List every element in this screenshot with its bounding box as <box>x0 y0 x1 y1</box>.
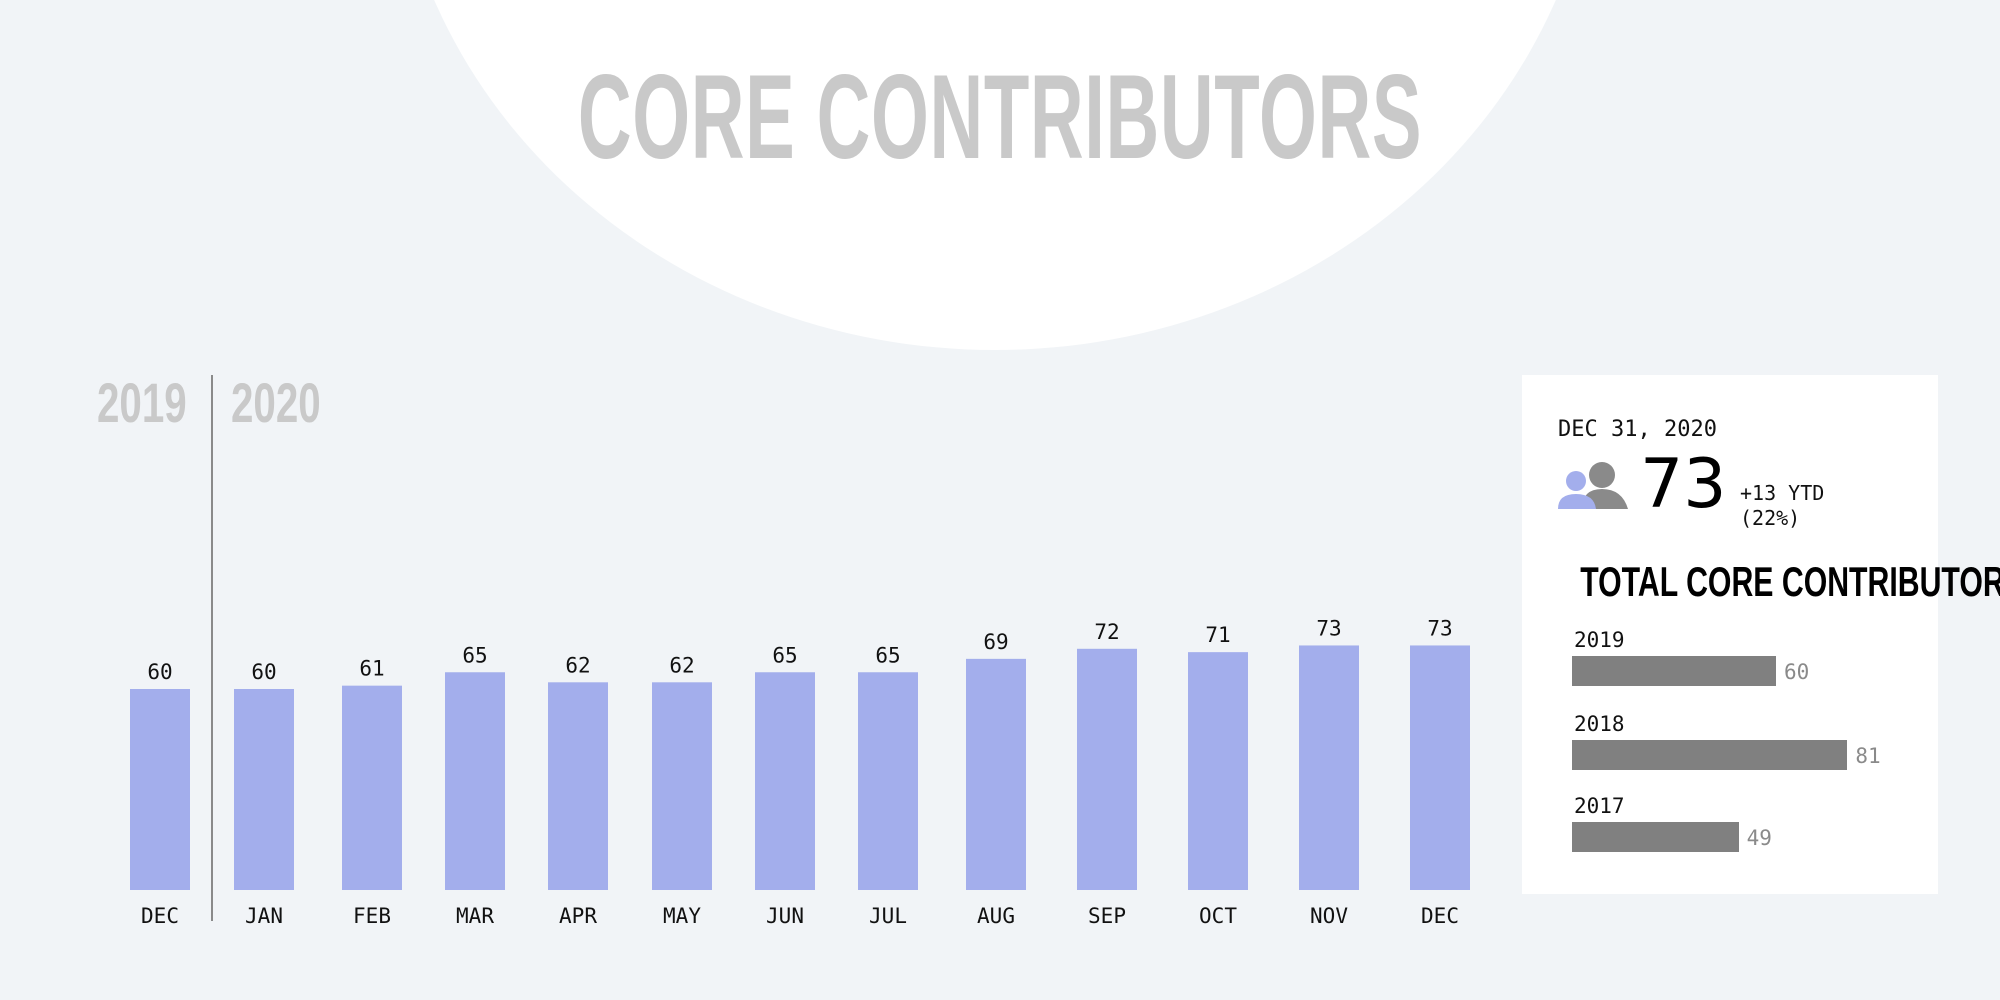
bar-value-label: 60 <box>147 660 172 684</box>
x-tick-label: MAR <box>456 904 494 928</box>
x-tick-label: JUN <box>766 904 804 928</box>
year-row-bar <box>1572 656 1776 686</box>
bar-feb-2 <box>342 685 402 890</box>
page-title: CORE CONTRIBUTORS <box>577 50 1423 184</box>
x-tick-label: JUL <box>869 904 907 928</box>
monthly-bar-chart: 60 DEC 60 JAN 61 FEB 65 MAR 62 APR 62 MAY 65 JUN 65 JUL… <box>130 616 1470 928</box>
bar-jul-7 <box>858 672 918 890</box>
x-tick-label: DEC <box>141 904 179 928</box>
bar-sep-9 <box>1077 648 1137 890</box>
year-row-2018: 2018 81 <box>1572 712 1932 782</box>
bar-jan-1 <box>234 689 294 890</box>
bar-mar-3 <box>445 672 505 890</box>
summary-date: DEC 31, 2020 <box>1558 417 1717 442</box>
bar-value-label: 60 <box>251 660 276 684</box>
bar-oct-10 <box>1188 652 1248 890</box>
people-icon <box>1558 462 1628 509</box>
year-row-label: 2019 <box>1574 628 1625 652</box>
summary-value: 73 <box>1640 445 1727 524</box>
bar-dec-12 <box>1410 645 1470 890</box>
year-row-value: 81 <box>1855 744 1881 768</box>
total-contributors-heading: TOTAL CORE CONTRIBUTORS <box>1580 558 2000 605</box>
ytd-change: +13 YTD <box>1740 481 1825 505</box>
bar-apr-4 <box>548 682 608 890</box>
year-row-bar <box>1572 822 1739 852</box>
x-tick-label: JAN <box>245 904 283 928</box>
year-row-2019: 2019 60 <box>1572 628 1932 698</box>
year-row-value: 49 <box>1746 826 1772 850</box>
bar-may-5 <box>652 682 712 890</box>
year-label-2020: 2020 <box>231 371 321 434</box>
bar-jun-6 <box>755 672 815 890</box>
summary-card: DEC 31, 2020 73 +13 YTD (22%) TOTAL CORE… <box>1522 375 2000 894</box>
x-tick-label: NOV <box>1310 904 1348 928</box>
bar-value-label: 65 <box>462 643 487 667</box>
year-row-label: 2017 <box>1574 794 1625 818</box>
bar-value-label: 65 <box>875 643 900 667</box>
year-divider <box>211 375 213 921</box>
x-tick-label: AUG <box>977 904 1015 928</box>
bar-aug-8 <box>966 658 1026 890</box>
year-row-2017: 2017 49 <box>1572 794 1932 864</box>
ytd-percent: (22%) <box>1740 506 1801 530</box>
bar-value-label: 62 <box>669 653 694 677</box>
bar-value-label: 73 <box>1316 616 1341 640</box>
bar-value-label: 69 <box>983 630 1008 654</box>
bar-value-label: 73 <box>1427 616 1452 640</box>
year-row-bar <box>1572 740 1848 770</box>
x-tick-label: FEB <box>353 904 391 928</box>
x-tick-label: SEP <box>1088 904 1126 928</box>
bar-nov-11 <box>1299 645 1359 890</box>
x-tick-label: OCT <box>1199 904 1237 928</box>
bar-value-label: 61 <box>359 657 384 681</box>
bar-value-label: 65 <box>772 643 797 667</box>
bar-value-label: 71 <box>1205 623 1230 647</box>
year-label-2019: 2019 <box>97 371 187 434</box>
bar-value-label: 62 <box>565 653 590 677</box>
x-tick-label: APR <box>559 904 597 928</box>
bar-dec-0 <box>130 689 190 890</box>
bar-value-label: 72 <box>1094 620 1119 644</box>
year-row-label: 2018 <box>1574 712 1625 736</box>
x-tick-label: DEC <box>1421 904 1459 928</box>
x-tick-label: MAY <box>663 904 701 928</box>
year-row-value: 60 <box>1784 660 1810 684</box>
